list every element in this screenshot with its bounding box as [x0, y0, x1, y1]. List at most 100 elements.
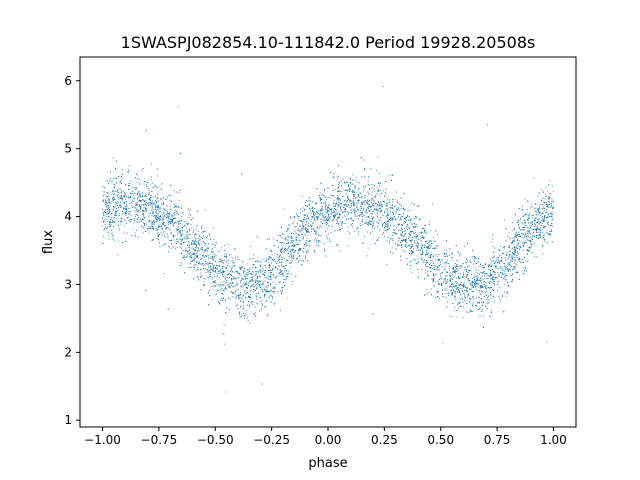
data-point	[361, 202, 363, 204]
data-point	[447, 263, 449, 265]
data-point	[410, 254, 412, 256]
data-point	[128, 165, 130, 167]
data-point	[121, 194, 123, 196]
data-point	[106, 197, 108, 198]
data-point	[457, 266, 459, 267]
data-point	[437, 269, 439, 271]
data-point	[215, 242, 217, 244]
data-point	[541, 217, 543, 219]
data-point	[228, 260, 229, 261]
data-point	[425, 252, 427, 254]
data-point	[227, 270, 229, 272]
data-point	[468, 311, 470, 313]
data-point	[330, 208, 332, 210]
data-point	[469, 288, 471, 290]
data-point	[262, 281, 264, 283]
data-point	[322, 209, 324, 211]
data-point	[427, 266, 429, 268]
data-point	[343, 207, 345, 209]
data-point	[107, 199, 109, 201]
data-point	[269, 257, 271, 259]
data-point	[491, 276, 493, 278]
data-point	[169, 199, 171, 201]
data-point	[225, 391, 227, 393]
data-point	[191, 260, 193, 262]
data-point	[172, 214, 173, 216]
data-point	[361, 176, 363, 178]
data-point	[430, 229, 431, 231]
data-point	[316, 226, 318, 228]
data-point	[377, 190, 379, 192]
data-point	[143, 209, 145, 211]
data-point	[365, 211, 367, 213]
data-point	[112, 157, 114, 159]
data-point	[234, 293, 236, 295]
data-point	[386, 202, 388, 204]
data-point	[233, 278, 235, 280]
data-point	[180, 235, 181, 237]
data-point	[514, 263, 516, 264]
data-point	[491, 297, 493, 299]
data-point	[148, 213, 150, 215]
data-point	[136, 174, 138, 176]
data-point	[131, 193, 133, 194]
data-point	[433, 266, 435, 268]
data-point	[547, 190, 549, 192]
data-point	[282, 272, 284, 274]
data-point	[361, 204, 363, 206]
data-point	[151, 206, 153, 208]
data-point	[483, 281, 485, 283]
data-point	[281, 257, 283, 259]
data-point	[156, 217, 158, 218]
data-point	[539, 234, 541, 236]
data-point	[246, 310, 247, 312]
data-point	[505, 269, 507, 271]
data-point	[234, 271, 236, 273]
data-point	[406, 258, 408, 260]
data-point	[231, 295, 233, 297]
data-point	[336, 245, 337, 246]
data-point	[407, 245, 409, 247]
data-point	[519, 259, 521, 261]
data-point	[252, 304, 254, 306]
data-point	[216, 284, 218, 286]
data-point	[508, 286, 510, 287]
data-point	[117, 194, 119, 196]
data-point	[449, 248, 451, 250]
data-point	[433, 295, 435, 297]
data-point	[528, 240, 530, 241]
data-point	[156, 208, 158, 210]
data-point	[214, 286, 216, 288]
data-point	[191, 259, 193, 261]
data-point	[527, 227, 529, 229]
data-point	[364, 169, 365, 171]
data-point	[404, 220, 406, 222]
data-point	[452, 287, 454, 289]
data-point	[204, 264, 206, 266]
data-point	[503, 266, 505, 268]
data-point	[230, 284, 232, 286]
data-point	[166, 234, 168, 236]
data-point	[186, 223, 188, 225]
data-point	[401, 216, 403, 217]
data-point	[291, 283, 293, 285]
data-point	[345, 211, 347, 213]
data-point	[102, 200, 104, 202]
data-point	[347, 203, 349, 205]
data-point	[279, 309, 281, 311]
data-point	[108, 238, 110, 240]
data-point	[114, 177, 116, 179]
data-point	[183, 226, 185, 227]
data-point	[188, 213, 190, 215]
data-point	[363, 185, 365, 187]
data-point	[313, 239, 315, 241]
data-point	[174, 222, 176, 223]
data-point	[492, 279, 494, 281]
data-point	[407, 209, 409, 211]
data-point	[319, 197, 321, 199]
data-point	[422, 260, 424, 261]
data-point	[424, 259, 426, 261]
data-point	[498, 261, 500, 263]
data-point	[326, 222, 328, 224]
data-point	[322, 219, 324, 220]
